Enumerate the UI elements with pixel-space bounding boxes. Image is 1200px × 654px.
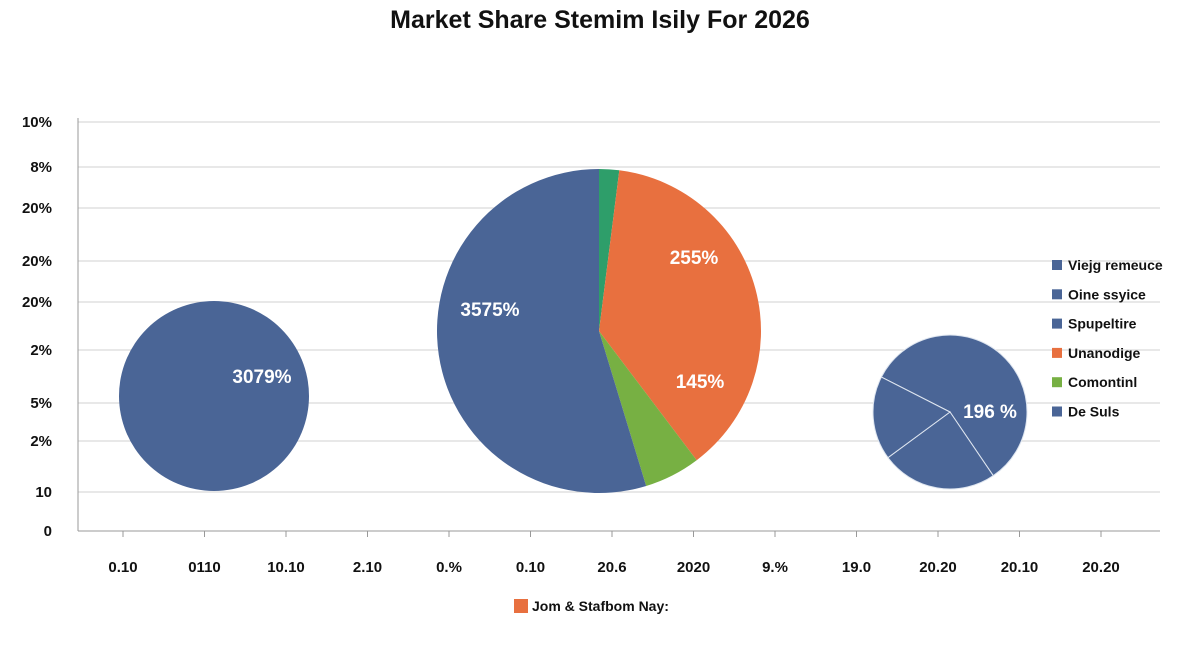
chart-title: Market Share Stemim Isily For 2026 (390, 6, 810, 34)
x-tick-label: 2.10 (353, 559, 382, 576)
x-tick-label: 9.% (762, 559, 788, 576)
y-tick-label: 5% (30, 395, 52, 412)
x-tick-label: 20.10 (1001, 559, 1039, 576)
legend-label: De Suls (1068, 404, 1120, 420)
y-tick-label: 0 (44, 523, 52, 540)
y-tick-label: 10% (22, 114, 52, 131)
legend-label: Spupeltire (1068, 316, 1137, 332)
x-tick-label: 0.10 (108, 559, 137, 576)
y-tick-label: 10 (35, 484, 52, 501)
y-tick-label: 8% (30, 159, 52, 176)
pie-slice (437, 169, 647, 493)
x-tick-label: 2020 (677, 559, 710, 576)
x-tick-label: 20.20 (1082, 559, 1120, 576)
bottom-legend-swatch (514, 599, 528, 613)
pie-slice (880, 334, 1028, 477)
x-tick-label: 19.0 (842, 559, 871, 576)
x-tick-label: 10.10 (267, 559, 305, 576)
y-tick-label: 2% (30, 433, 52, 450)
x-tick-label: 0.10 (516, 559, 545, 576)
pie-slice (599, 169, 620, 331)
legend-swatch (1052, 289, 1062, 300)
legend-swatch (1052, 318, 1062, 329)
pie-slice (887, 411, 994, 490)
legend-swatch (1052, 347, 1062, 358)
y-tick-label: 2% (30, 342, 52, 359)
pie-label: 255% (670, 248, 719, 269)
y-tick-label: 20% (22, 294, 52, 311)
x-tick-label: 0.% (436, 559, 462, 576)
pie-slice (872, 376, 951, 459)
pie-label: 3079% (232, 367, 291, 388)
legend-swatch (1052, 406, 1062, 417)
bottom-legend-label: Jom & Stafbom Nay: (532, 598, 669, 614)
legend-swatch (1052, 377, 1062, 388)
y-tick-label: 20% (22, 200, 52, 217)
x-tick-label: 20.6 (597, 559, 626, 576)
x-tick-label: 20.20 (919, 559, 957, 576)
legend-label: Viejg remeuce (1068, 257, 1163, 273)
pie-slice (599, 331, 697, 486)
pie-label: 145% (676, 372, 725, 393)
legend-label: Unanodige (1068, 345, 1141, 361)
pie-slice (599, 170, 761, 461)
pie-label: 3575% (460, 300, 519, 321)
x-tick-label: 0110 (188, 559, 221, 576)
legend-label: Oine ssyice (1068, 286, 1146, 302)
legend-label: Comontinl (1068, 374, 1137, 390)
pie-slice (119, 301, 309, 491)
y-tick-label: 20% (22, 253, 52, 270)
pie-label: 196 % (963, 402, 1017, 423)
legend-swatch (1052, 260, 1062, 270)
